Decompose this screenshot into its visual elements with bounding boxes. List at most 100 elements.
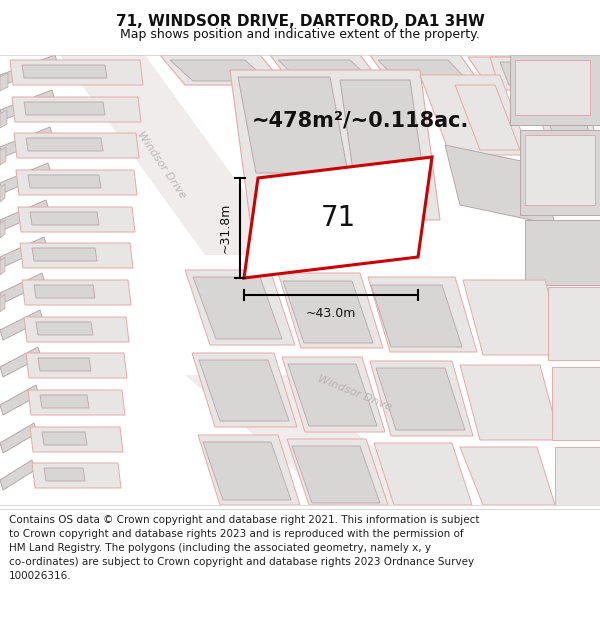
Polygon shape	[42, 432, 87, 445]
Polygon shape	[18, 207, 135, 232]
Polygon shape	[28, 175, 101, 188]
Polygon shape	[193, 277, 282, 339]
Text: Windsor Drive: Windsor Drive	[317, 374, 394, 413]
Polygon shape	[374, 443, 472, 505]
Polygon shape	[287, 439, 388, 505]
Polygon shape	[370, 361, 473, 436]
Polygon shape	[20, 243, 133, 268]
Polygon shape	[0, 55, 58, 85]
Polygon shape	[28, 390, 125, 415]
Polygon shape	[0, 273, 45, 303]
Polygon shape	[36, 322, 93, 335]
Polygon shape	[30, 212, 99, 225]
Polygon shape	[378, 60, 467, 80]
Polygon shape	[32, 463, 121, 488]
Polygon shape	[0, 90, 55, 120]
Text: ~478m²/~0.118ac.: ~478m²/~0.118ac.	[251, 110, 469, 130]
Text: Windsor Drive: Windsor Drive	[136, 129, 188, 201]
Polygon shape	[199, 360, 289, 421]
Polygon shape	[292, 446, 380, 503]
Polygon shape	[38, 358, 91, 371]
Polygon shape	[22, 280, 131, 305]
Polygon shape	[548, 287, 600, 360]
Polygon shape	[525, 135, 595, 205]
Polygon shape	[525, 220, 600, 285]
Polygon shape	[0, 310, 43, 340]
Polygon shape	[515, 60, 590, 115]
Polygon shape	[0, 110, 7, 128]
Polygon shape	[14, 133, 139, 158]
Polygon shape	[0, 347, 41, 377]
Polygon shape	[0, 184, 5, 202]
Polygon shape	[490, 57, 580, 90]
Polygon shape	[22, 65, 107, 78]
Polygon shape	[468, 57, 548, 83]
Polygon shape	[370, 55, 480, 83]
Polygon shape	[26, 353, 127, 378]
Polygon shape	[34, 285, 95, 298]
Polygon shape	[60, 55, 290, 255]
Polygon shape	[463, 280, 565, 355]
Polygon shape	[198, 435, 300, 505]
Polygon shape	[203, 442, 291, 500]
Polygon shape	[0, 220, 5, 238]
Polygon shape	[445, 145, 555, 225]
Polygon shape	[244, 157, 432, 278]
Polygon shape	[238, 77, 348, 173]
Polygon shape	[0, 127, 53, 157]
Polygon shape	[376, 368, 465, 430]
Polygon shape	[460, 365, 560, 440]
Polygon shape	[552, 367, 600, 440]
Polygon shape	[270, 55, 383, 85]
Polygon shape	[30, 427, 123, 452]
Polygon shape	[0, 147, 6, 165]
Polygon shape	[26, 138, 103, 151]
Polygon shape	[278, 273, 383, 348]
Polygon shape	[371, 285, 462, 347]
Polygon shape	[555, 447, 600, 505]
Polygon shape	[44, 468, 85, 481]
Text: Contains OS data © Crown copyright and database right 2021. This information is : Contains OS data © Crown copyright and d…	[9, 514, 479, 581]
Polygon shape	[420, 75, 530, 155]
Polygon shape	[283, 281, 373, 343]
Polygon shape	[460, 447, 555, 505]
Polygon shape	[0, 257, 5, 275]
Polygon shape	[0, 73, 8, 91]
Polygon shape	[12, 97, 141, 122]
Polygon shape	[185, 270, 295, 345]
Polygon shape	[32, 248, 97, 261]
Polygon shape	[0, 460, 35, 490]
Polygon shape	[0, 237, 47, 267]
Polygon shape	[288, 364, 377, 426]
Polygon shape	[230, 70, 440, 220]
Polygon shape	[455, 85, 520, 150]
Polygon shape	[540, 115, 598, 145]
Text: ~43.0m: ~43.0m	[306, 307, 356, 320]
Polygon shape	[16, 170, 137, 195]
Polygon shape	[192, 353, 297, 427]
Polygon shape	[0, 385, 39, 415]
Polygon shape	[0, 200, 49, 230]
Polygon shape	[24, 317, 129, 342]
Text: 71, WINDSOR DRIVE, DARTFORD, DA1 3HW: 71, WINDSOR DRIVE, DARTFORD, DA1 3HW	[116, 14, 484, 29]
Polygon shape	[170, 60, 268, 81]
Polygon shape	[0, 423, 37, 453]
Text: 71: 71	[320, 204, 356, 231]
Polygon shape	[510, 55, 600, 125]
Polygon shape	[160, 55, 285, 85]
Polygon shape	[10, 60, 143, 85]
Polygon shape	[368, 277, 477, 352]
Polygon shape	[24, 102, 105, 115]
Polygon shape	[340, 80, 425, 185]
Polygon shape	[0, 163, 51, 193]
Polygon shape	[520, 130, 600, 215]
Polygon shape	[40, 395, 89, 408]
Polygon shape	[278, 60, 372, 81]
Polygon shape	[185, 375, 440, 505]
Polygon shape	[282, 357, 385, 432]
Polygon shape	[548, 120, 592, 141]
Text: ~31.8m: ~31.8m	[219, 202, 232, 253]
Text: Map shows position and indicative extent of the property.: Map shows position and indicative extent…	[120, 28, 480, 41]
Polygon shape	[500, 62, 571, 85]
Polygon shape	[0, 294, 5, 312]
